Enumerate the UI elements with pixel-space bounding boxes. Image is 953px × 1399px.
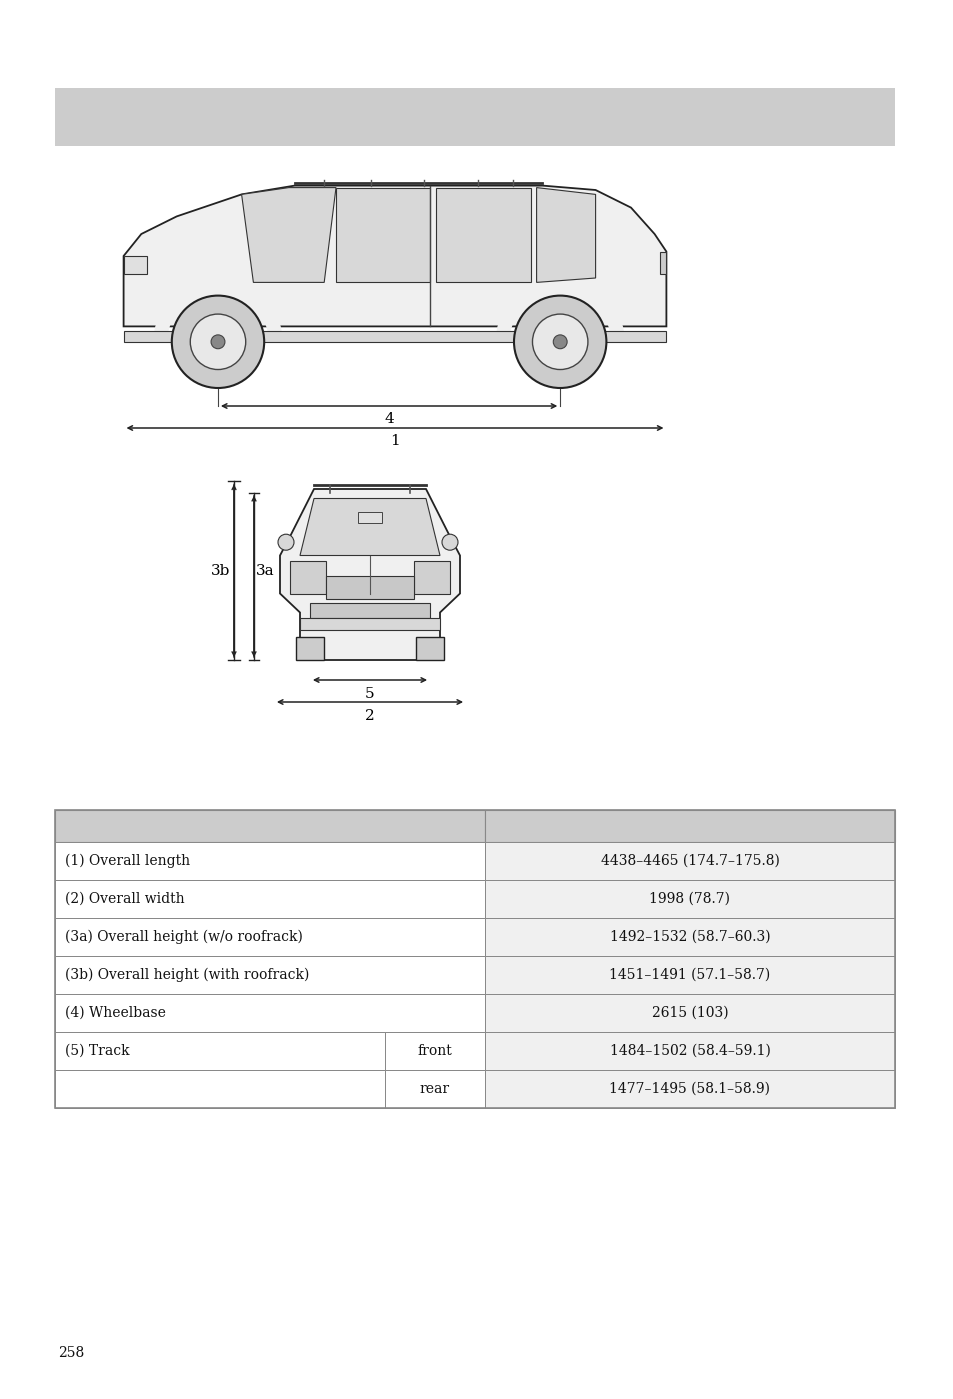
Bar [299, 618, 439, 630]
Text: 258: 258 [58, 1346, 84, 1360]
Bar [55, 880, 484, 918]
Text: 1: 1 [390, 434, 399, 448]
Polygon shape [335, 187, 430, 283]
Text: 3a: 3a [255, 564, 274, 578]
Text: 2: 2 [365, 709, 375, 723]
Bar [55, 1032, 484, 1070]
Circle shape [441, 534, 457, 550]
Bar [55, 995, 484, 1032]
Bar [484, 842, 894, 880]
Text: 1451–1491 (57.1–58.7): 1451–1491 (57.1–58.7) [609, 968, 770, 982]
Bar [55, 1032, 385, 1070]
Bar [55, 1070, 385, 1108]
Polygon shape [280, 490, 459, 660]
Text: 2615 (103): 2615 (103) [651, 1006, 727, 1020]
Bar [385, 1070, 484, 1108]
Bar [124, 256, 147, 274]
Bar [484, 1070, 894, 1108]
Bar [295, 637, 324, 660]
Bar [55, 842, 484, 880]
Bar [484, 956, 894, 995]
Polygon shape [436, 187, 530, 283]
Text: 5: 5 [365, 687, 375, 701]
Bar [55, 810, 484, 842]
Polygon shape [299, 498, 439, 555]
Circle shape [190, 315, 246, 369]
Bar [55, 88, 894, 145]
Bar [357, 512, 381, 523]
Bar [124, 330, 666, 341]
Bar [416, 637, 443, 660]
Text: 1477–1495 (58.1–58.9): 1477–1495 (58.1–58.9) [609, 1081, 770, 1095]
Bar [659, 252, 666, 274]
Circle shape [514, 295, 606, 388]
Text: (4) Wheelbase: (4) Wheelbase [65, 1006, 166, 1020]
Bar [484, 918, 894, 956]
Circle shape [553, 334, 566, 348]
Text: (3b) Overall height (with roofrack): (3b) Overall height (with roofrack) [65, 968, 309, 982]
Circle shape [211, 334, 225, 348]
Text: 4438–4465 (174.7–175.8): 4438–4465 (174.7–175.8) [600, 853, 779, 867]
Bar [326, 576, 414, 599]
Text: (5) Track: (5) Track [65, 1044, 130, 1058]
Bar [310, 603, 430, 618]
Polygon shape [241, 187, 335, 283]
Polygon shape [290, 561, 326, 593]
Text: 3b: 3b [211, 564, 230, 578]
Bar [55, 956, 484, 995]
Text: (1) Overall length: (1) Overall length [65, 853, 190, 869]
Text: 4: 4 [384, 411, 394, 427]
Text: (3a) Overall height (w/o roofrack): (3a) Overall height (w/o roofrack) [65, 930, 302, 944]
Circle shape [277, 534, 294, 550]
Text: front: front [417, 1044, 452, 1058]
Bar [484, 1032, 894, 1070]
Bar [385, 1032, 484, 1070]
Polygon shape [536, 187, 595, 283]
Bar [484, 880, 894, 918]
Text: 1492–1532 (58.7–60.3): 1492–1532 (58.7–60.3) [609, 930, 769, 944]
Circle shape [172, 295, 264, 388]
Text: 1484–1502 (58.4–59.1): 1484–1502 (58.4–59.1) [609, 1044, 770, 1058]
Bar [55, 1070, 484, 1108]
Text: 1998 (78.7): 1998 (78.7) [649, 893, 730, 907]
Bar [484, 995, 894, 1032]
Bar [55, 810, 894, 1108]
Text: (2) Overall width: (2) Overall width [65, 893, 185, 907]
Bar [55, 918, 484, 956]
Polygon shape [124, 186, 666, 326]
Bar [484, 810, 894, 842]
Polygon shape [414, 561, 450, 593]
Text: rear: rear [419, 1081, 450, 1095]
Circle shape [532, 315, 587, 369]
